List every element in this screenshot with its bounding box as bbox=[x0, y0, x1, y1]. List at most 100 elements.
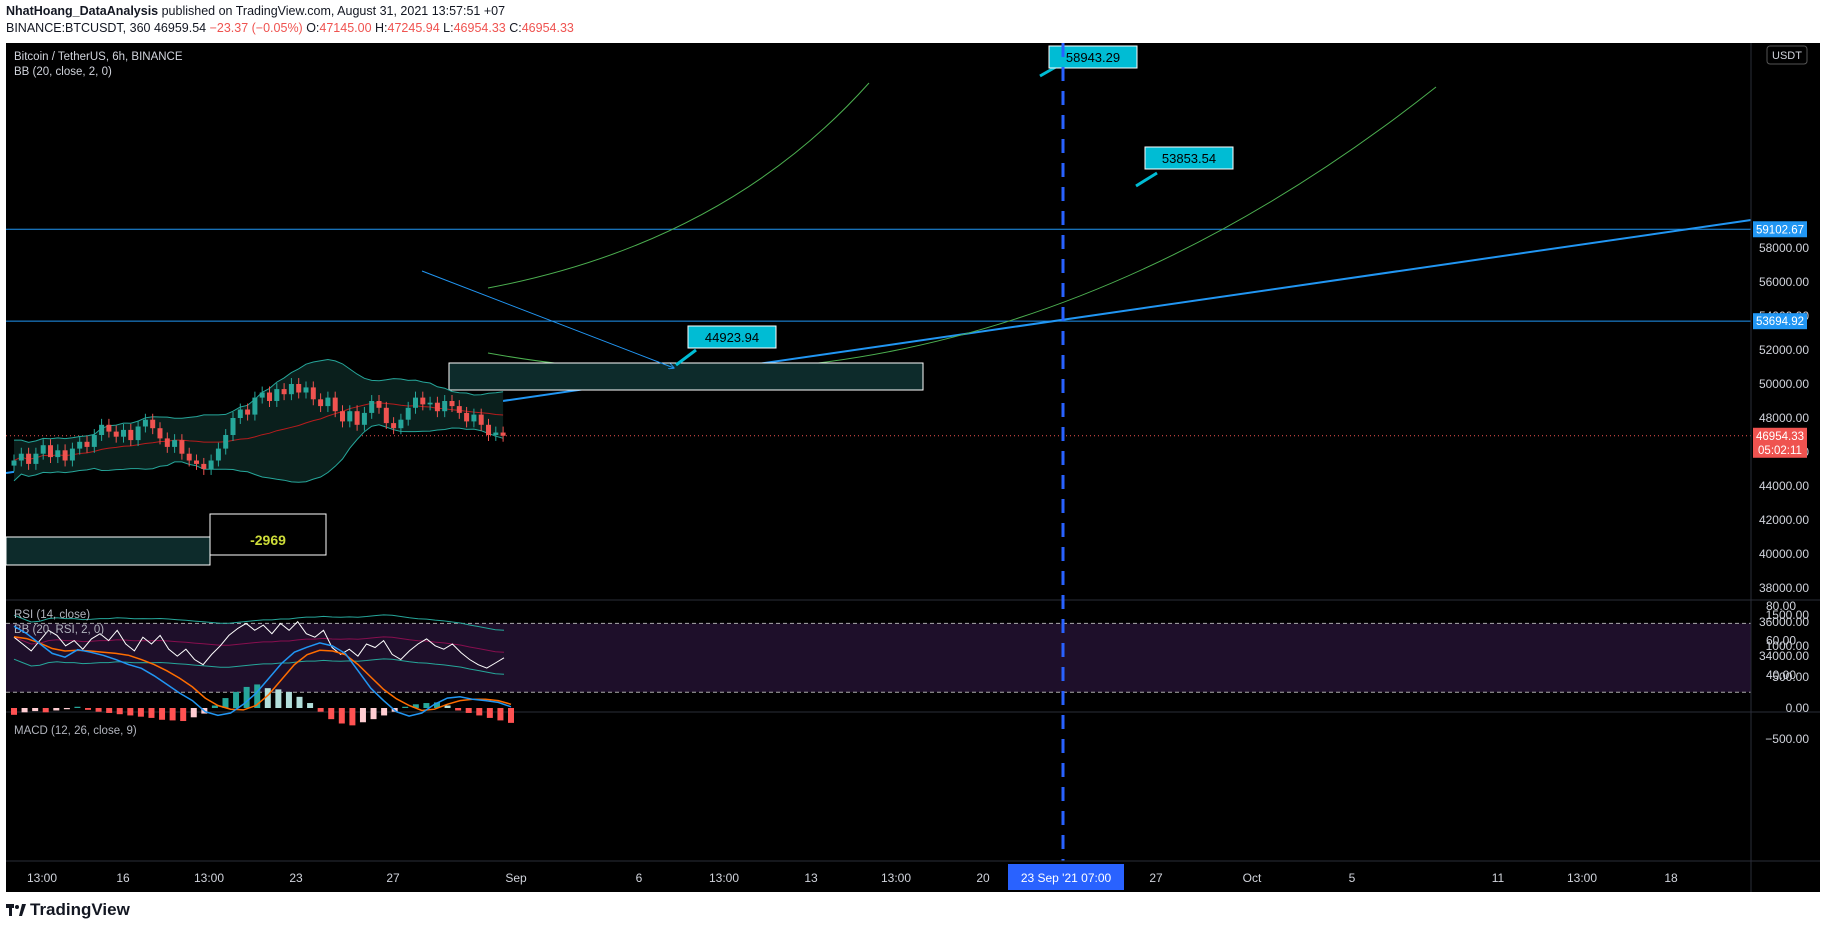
rsi-legend-title: RSI (14, close) bbox=[14, 609, 90, 621]
candle-body bbox=[150, 419, 156, 429]
macd-histogram-bar bbox=[317, 708, 324, 712]
price-tick: 48000.00 bbox=[1759, 411, 1809, 425]
candle-body bbox=[18, 453, 24, 461]
rsi-band-fill bbox=[6, 623, 1751, 693]
time-tick: 23 bbox=[289, 871, 303, 885]
macd-histogram-bar bbox=[275, 689, 282, 708]
candle-body bbox=[215, 448, 221, 461]
bb-fill bbox=[14, 359, 504, 483]
macd-histogram-bar bbox=[423, 703, 430, 708]
price-tick: 36000.00 bbox=[1759, 615, 1809, 629]
currency-badge[interactable]: USDT bbox=[1766, 45, 1808, 65]
time-tick: Oct bbox=[1243, 871, 1262, 885]
macd-histogram-bar bbox=[338, 708, 345, 724]
candle-body bbox=[434, 402, 440, 412]
close-label: C: bbox=[509, 21, 522, 35]
candle-body bbox=[464, 412, 470, 422]
rsi-bb-upper bbox=[13, 614, 505, 631]
time-tick: 13:00 bbox=[881, 871, 911, 885]
macd-histogram-bar bbox=[148, 708, 155, 718]
price-change: −23.37 (−0.05%) bbox=[209, 21, 303, 35]
candle-body bbox=[157, 428, 163, 439]
candle-body bbox=[325, 397, 331, 407]
macd-tick: −500.00 bbox=[1765, 732, 1809, 746]
last-price: 46959.54 bbox=[153, 21, 207, 35]
candle-body bbox=[274, 389, 280, 401]
symbol-label: BINANCE:BTCUSDT, 360 bbox=[6, 21, 151, 35]
price-tick: 44000.00 bbox=[1759, 479, 1809, 493]
candle-body bbox=[361, 412, 367, 425]
open-value: 47145.00 bbox=[319, 21, 372, 35]
price-tick: 58000.00 bbox=[1759, 241, 1809, 255]
candle-body bbox=[62, 450, 68, 461]
macd-histogram-bar bbox=[222, 698, 229, 708]
projection-arrow[interactable] bbox=[421, 270, 674, 368]
time-tick: 27 bbox=[386, 871, 400, 885]
author-name[interactable]: NhatHoang_DataAnalysis bbox=[6, 4, 159, 18]
candle-body bbox=[493, 432, 499, 435]
macd-tick: 1000.00 bbox=[1766, 639, 1810, 653]
low-label: L: bbox=[443, 21, 454, 35]
price-tick: 38000.00 bbox=[1759, 581, 1809, 595]
time-axis[interactable]: 13:00 16 13:00 23 27 Sep 6 13:00 13 13:00 20 27 Oct 5… bbox=[27, 871, 1678, 885]
time-tick: 5 bbox=[1349, 871, 1356, 885]
macd-histogram-bar bbox=[254, 684, 261, 708]
macd-histogram-bar bbox=[402, 706, 409, 708]
target-zone-box[interactable] bbox=[448, 362, 924, 391]
time-tick: 13:00 bbox=[27, 871, 57, 885]
time-tick: 13:00 bbox=[194, 871, 224, 885]
candle-body bbox=[478, 414, 484, 425]
candle-body bbox=[442, 401, 448, 412]
callout-44923-text: 44923.94 bbox=[705, 330, 759, 345]
macd-tick: 0.00 bbox=[1786, 701, 1810, 715]
rsi-line bbox=[13, 620, 505, 669]
measure-bar[interactable] bbox=[5, 536, 211, 566]
price-tick: 56000.00 bbox=[1759, 275, 1809, 289]
macd-histogram-bar bbox=[159, 708, 166, 720]
macd-histogram-bar bbox=[359, 708, 366, 723]
candle-body bbox=[245, 409, 251, 415]
candle-body bbox=[48, 445, 53, 458]
macd-histogram-bar bbox=[433, 702, 440, 708]
callout-58943[interactable]: 58943.29 bbox=[1039, 45, 1138, 78]
price-scale[interactable]: 58000.0056000.0054000.0052000.0050000.00… bbox=[1759, 241, 1809, 746]
bb-basis bbox=[13, 402, 504, 461]
candle-body bbox=[347, 411, 353, 422]
rsi-lines bbox=[13, 614, 505, 675]
tradingview-logo[interactable]: TradingView bbox=[6, 900, 130, 920]
time-tick: 20 bbox=[976, 871, 990, 885]
macd-histogram-bar bbox=[169, 708, 176, 721]
callout-44923[interactable]: 44923.94 bbox=[675, 325, 777, 367]
callout-53853[interactable]: 53853.54 bbox=[1135, 146, 1234, 188]
candle-body bbox=[69, 448, 75, 461]
price-labels: 59102.67 53694.92 46954.33 05:02:11 bbox=[1753, 221, 1807, 458]
candle-body bbox=[113, 431, 119, 437]
candle-body bbox=[456, 406, 462, 413]
candle-body bbox=[259, 392, 265, 398]
bb-lower bbox=[13, 424, 504, 483]
price-tick: 50000.00 bbox=[1759, 377, 1809, 391]
macd-lines bbox=[11, 625, 514, 726]
time-tick: 13:00 bbox=[1567, 871, 1597, 885]
parabolic-curve-steep[interactable] bbox=[487, 82, 870, 289]
macd-histogram-bar bbox=[53, 708, 60, 711]
macd-histogram-bar bbox=[328, 708, 335, 720]
macd-histogram-bar bbox=[85, 708, 92, 710]
bollinger-bands bbox=[13, 358, 504, 483]
candle-body bbox=[230, 418, 236, 435]
measure-box[interactable] bbox=[209, 513, 327, 556]
chart-canvas[interactable]: -2969 58943.29 53853.54 44923.94 Bitcoin… bbox=[5, 43, 1820, 892]
candle-body bbox=[420, 397, 426, 405]
macd-histogram-bar bbox=[455, 708, 462, 711]
macd-histogram-bar bbox=[444, 705, 451, 708]
ohlc-line: BINANCE:BTCUSDT, 360 46959.54 −23.37 (−0… bbox=[6, 21, 574, 35]
rsi-legend-indicator: BB (20, RSI, 2, 0) bbox=[14, 624, 104, 636]
candle-body bbox=[208, 460, 214, 469]
candle-body bbox=[471, 414, 477, 422]
macd-histogram-bar bbox=[307, 703, 314, 708]
chart-frame[interactable]: -2969 58943.29 53853.54 44923.94 Bitcoin… bbox=[5, 43, 1820, 892]
candle-body bbox=[84, 441, 90, 447]
time-tick: 13:00 bbox=[709, 871, 739, 885]
currency-label: USDT bbox=[1772, 50, 1802, 62]
candle-body bbox=[99, 424, 105, 435]
